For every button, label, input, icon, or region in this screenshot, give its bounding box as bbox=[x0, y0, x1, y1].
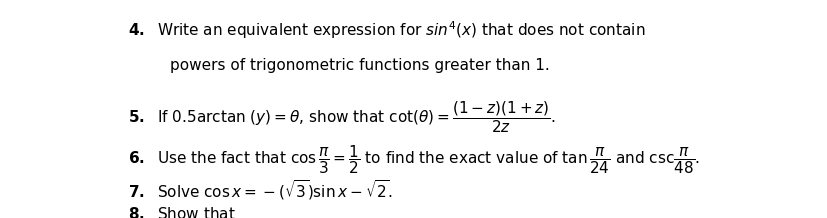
Text: $\mathbf{4.}$  Write an equivalent expression for $\mathit{sin}^{4}(\mathit{x})$: $\mathbf{4.}$ Write an equivalent expres… bbox=[128, 20, 645, 41]
Text: powers of trigonometric functions greater than 1.: powers of trigonometric functions greate… bbox=[170, 58, 549, 73]
Text: $\mathbf{7.}$  Solve $\cos x = -(\sqrt{3})\sin x - \sqrt{2}$.: $\mathbf{7.}$ Solve $\cos x = -(\sqrt{3}… bbox=[128, 178, 393, 202]
Text: $\mathbf{8.}$  Show that: $\mathbf{8.}$ Show that bbox=[128, 206, 236, 218]
Text: $\mathbf{5.}$  If 0.5arctan $(y) = \theta$, show that $\mathrm{cot}(\theta) = \d: $\mathbf{5.}$ If 0.5arctan $(y) = \theta… bbox=[128, 99, 556, 135]
Text: $\mathbf{6.}$  Use the fact that $\cos\dfrac{\pi}{3} = \dfrac{1}{2}$ to find the: $\mathbf{6.}$ Use the fact that $\cos\df… bbox=[128, 143, 700, 175]
